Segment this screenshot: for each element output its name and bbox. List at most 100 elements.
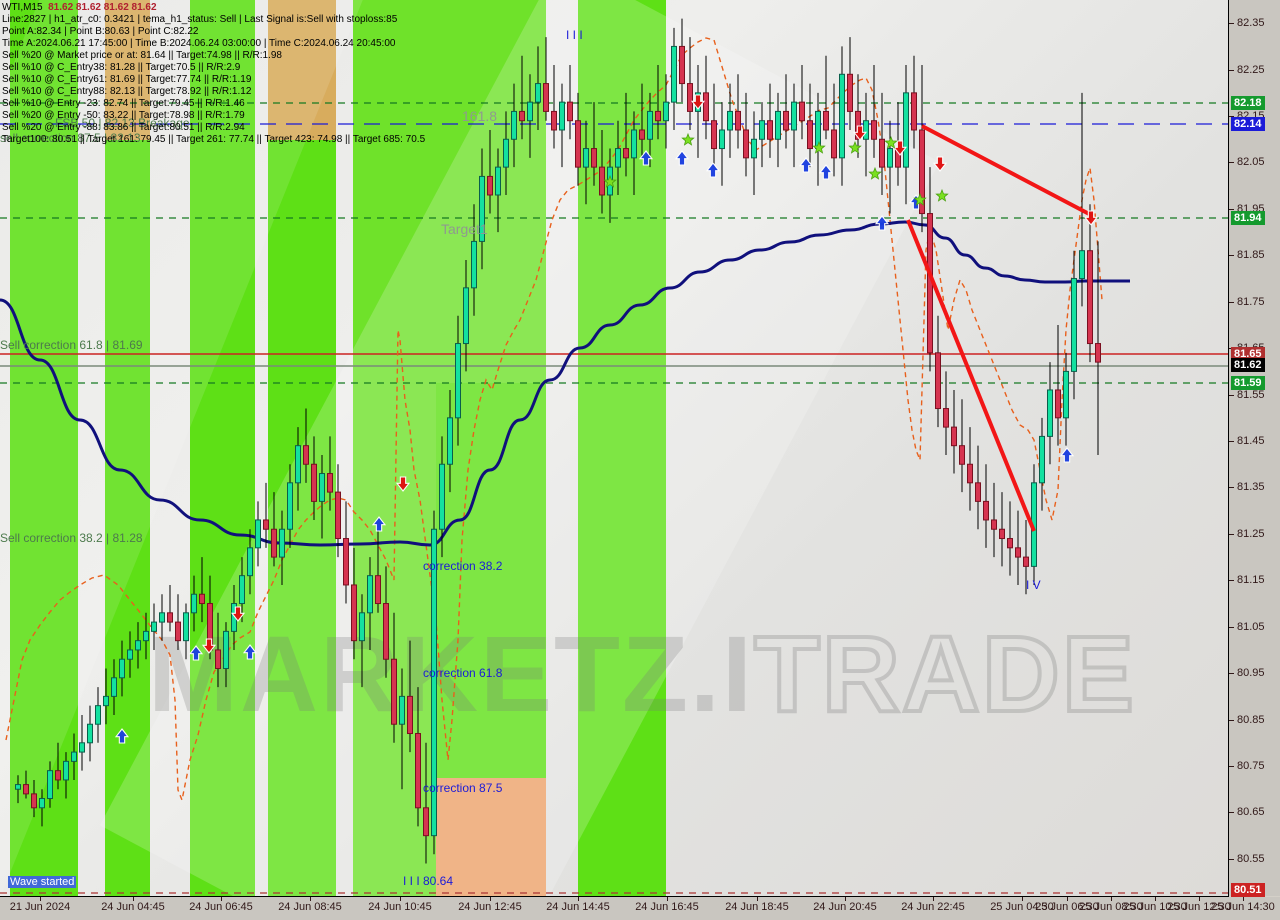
annotation-target1: Target1 (441, 221, 488, 237)
trend-lines-group (906, 124, 1094, 532)
candlestick (823, 55, 829, 140)
up-arrow-marker-icon (371, 516, 387, 532)
candle-body (191, 593, 197, 614)
candle-body (95, 705, 101, 725)
candle-body (375, 575, 381, 605)
candlestick (271, 492, 277, 567)
chart-plot-area[interactable]: MARKETZ.ITRADE WTI,M15 81.62 81.62 81.62… (0, 0, 1229, 897)
time-tick-label: 25 Jun 08:30 (1079, 901, 1143, 913)
candle-body (127, 649, 133, 660)
candlestick (1039, 417, 1045, 511)
time-tick-label: 25 Jun 10:30 (1123, 901, 1187, 913)
candle-body (1015, 547, 1021, 558)
up-arrow-marker-icon (188, 645, 204, 661)
candlestick (919, 64, 925, 233)
price-tick-mark (1229, 162, 1234, 164)
candle-body (223, 630, 229, 670)
candle-body (1039, 435, 1045, 484)
price-tick-label: 82.25 (1237, 63, 1265, 76)
candle-body (359, 612, 365, 642)
candle-body (447, 417, 453, 465)
candle-body (183, 612, 189, 642)
candle-body (63, 760, 69, 781)
candle-body (663, 101, 669, 122)
time-tick-label: 25 Jun 04:30 (990, 901, 1054, 913)
candlestick (47, 761, 53, 808)
candlestick (615, 120, 621, 195)
symbol-label: WTI,M15 (2, 2, 43, 13)
candle-body (679, 45, 685, 85)
candle-body (719, 129, 725, 150)
candle-body (199, 593, 205, 605)
down-arrow-marker-icon (395, 476, 411, 492)
down-arrow-marker-icon (201, 638, 217, 654)
time-tick-mark (40, 897, 41, 901)
time-tick-mark (1243, 897, 1244, 901)
price-tick-label: 82.05 (1237, 156, 1265, 169)
candle-body (55, 770, 61, 781)
candlestick (191, 575, 197, 632)
candle-body (919, 129, 925, 215)
candle-body (311, 463, 317, 502)
price-tick-mark (1229, 626, 1234, 628)
candlestick (967, 427, 973, 511)
candlestick (263, 482, 269, 548)
star-marker-icon (884, 135, 898, 149)
up-arrow-marker-icon (242, 644, 258, 660)
candle-body (1023, 556, 1029, 567)
moving-average-group (0, 220, 1130, 547)
time-tick-label: 24 Jun 16:45 (635, 901, 699, 913)
time-tick-label: 24 Jun 12:45 (458, 901, 522, 913)
price-tick-label: 80.75 (1237, 760, 1265, 772)
wave-started-badge[interactable]: Wave started (8, 876, 77, 888)
candlestick (215, 612, 221, 688)
candle-body (655, 110, 661, 122)
candle-body (959, 445, 965, 465)
candle-body (743, 129, 749, 159)
star-marker-icon (935, 188, 949, 202)
candle-body (343, 538, 349, 586)
annotation-fsb-50-breakage: FSB 50 | 82.13 Breakage (55, 116, 190, 130)
price-tag-81.59[interactable]: 81.59 (1231, 376, 1265, 390)
up-arrow-marker-icon (674, 150, 690, 166)
trend-line-down-trend-lower (906, 219, 1036, 532)
candlestick (855, 74, 861, 158)
info-line: Sell %20 @ Entry -88: 83.86 || Target:80… (2, 122, 245, 133)
candle-body (175, 621, 181, 642)
candle-body (759, 120, 765, 140)
price-tag-81.65[interactable]: 81.65 (1231, 347, 1265, 361)
time-tick-label: 24 Jun 06:45 (189, 901, 253, 913)
moving-average-line (0, 220, 1130, 547)
candlestick (703, 55, 709, 140)
candle-body (103, 695, 109, 707)
price-tag-82.14[interactable]: 82.14 (1231, 117, 1265, 131)
price-axis[interactable]: 82.3582.2582.1582.0581.9581.8581.7581.65… (1229, 0, 1280, 897)
info-line: Sell %20 @ Entry -50: 83.22 || Target:78… (2, 110, 245, 121)
price-tag-80.51[interactable]: 80.51 (1231, 883, 1265, 897)
candle-body (855, 110, 861, 140)
time-axis[interactable]: 21 Jun 2024 24 Jun 04:45 24 Jun 06:45 24 Ju… (0, 897, 1280, 920)
up-arrow-marker-icon (638, 150, 654, 166)
candle-body (391, 658, 397, 725)
candle-body (351, 584, 357, 642)
candlestick (791, 83, 797, 168)
candlestick (599, 129, 605, 214)
candlestick (767, 83, 773, 158)
time-tick-label: 21 Jun 2024 (9, 901, 71, 913)
price-tick-mark (1229, 394, 1234, 396)
price-tick-label: 81.25 (1237, 527, 1265, 540)
candle-body (567, 101, 573, 122)
price-tick-label: 80.65 (1237, 806, 1265, 819)
candlestick (31, 779, 37, 818)
price-tag-82.18[interactable]: 82.18 (1231, 96, 1265, 110)
candle-body (79, 742, 85, 753)
candlestick (87, 705, 93, 762)
price-tag-81.94[interactable]: 81.94 (1231, 211, 1265, 225)
candle-body (167, 612, 173, 623)
price-tag-81.62[interactable]: 81.62 (1231, 358, 1265, 372)
price-tick-mark (1229, 441, 1234, 443)
price-tick-label: 80.55 (1237, 852, 1265, 865)
candle-body (775, 110, 781, 140)
candlestick (407, 640, 413, 753)
candlestick (247, 529, 253, 595)
